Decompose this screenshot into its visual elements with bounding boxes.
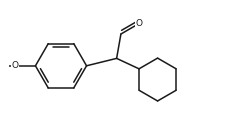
Text: O: O <box>11 61 18 70</box>
Text: O: O <box>136 19 143 28</box>
